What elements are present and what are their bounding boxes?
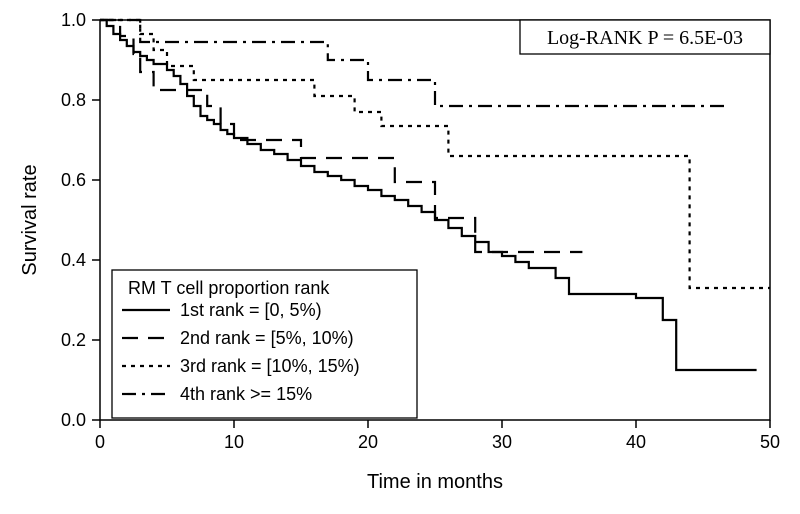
svg-text:50: 50 [760, 432, 780, 452]
svg-text:2nd rank = [5%, 10%): 2nd rank = [5%, 10%) [180, 328, 354, 348]
svg-text:3rd rank = [10%, 15%): 3rd rank = [10%, 15%) [180, 356, 360, 376]
svg-text:20: 20 [358, 432, 378, 452]
svg-text:RM T cell proportion rank: RM T cell proportion rank [128, 278, 330, 298]
svg-text:Survival rate: Survival rate [19, 164, 41, 275]
survival-chart: 0 10 20 30 40 50 0.0 0.2 0.4 0.6 0.8 1.0 Time in mon… [0, 0, 800, 514]
svg-text:0.0: 0.0 [61, 410, 86, 430]
svg-text:0.2: 0.2 [61, 330, 86, 350]
svg-text:10: 10 [224, 432, 244, 452]
svg-text:1.0: 1.0 [61, 10, 86, 30]
svg-text:40: 40 [626, 432, 646, 452]
svg-text:Time in months: Time in months [367, 471, 503, 493]
svg-text:4th rank >= 15%: 4th rank >= 15% [180, 384, 312, 404]
svg-text:Log-RANK P = 6.5E-03: Log-RANK P = 6.5E-03 [547, 27, 743, 49]
svg-text:30: 30 [492, 432, 512, 452]
svg-text:1st rank = [0, 5%): 1st rank = [0, 5%) [180, 300, 322, 320]
svg-text:0.6: 0.6 [61, 170, 86, 190]
svg-text:0: 0 [95, 432, 105, 452]
svg-text:0.4: 0.4 [61, 250, 86, 270]
svg-text:0.8: 0.8 [61, 90, 86, 110]
